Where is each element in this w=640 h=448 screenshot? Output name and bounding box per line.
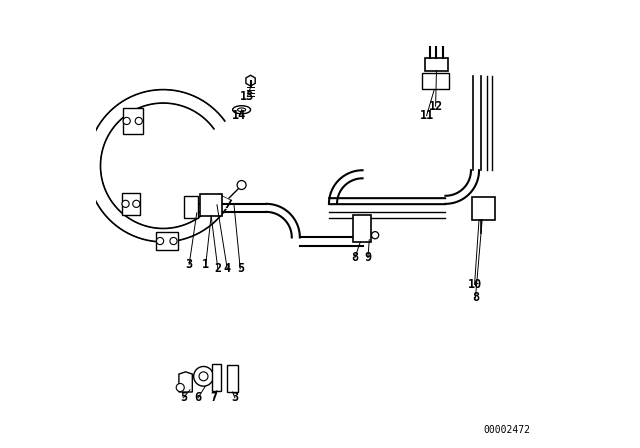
Polygon shape — [179, 372, 193, 392]
Text: 12: 12 — [428, 99, 443, 113]
Text: 14: 14 — [232, 109, 246, 122]
Text: 6: 6 — [195, 391, 202, 405]
Circle shape — [132, 200, 140, 207]
Polygon shape — [246, 75, 255, 86]
Bar — [122, 193, 140, 215]
Circle shape — [199, 372, 208, 381]
Text: 3: 3 — [231, 391, 239, 405]
Circle shape — [371, 232, 379, 239]
Circle shape — [135, 117, 142, 125]
Bar — [184, 196, 198, 218]
Circle shape — [157, 237, 164, 245]
PathPatch shape — [266, 204, 300, 237]
PathPatch shape — [329, 170, 362, 204]
Bar — [156, 232, 178, 250]
Bar — [472, 197, 495, 220]
Bar — [422, 73, 449, 89]
Text: 10: 10 — [467, 278, 482, 291]
Circle shape — [170, 237, 177, 245]
Bar — [353, 215, 371, 242]
Text: 3: 3 — [186, 258, 193, 271]
Bar — [200, 194, 222, 216]
Text: 8: 8 — [472, 291, 479, 305]
Circle shape — [237, 181, 246, 190]
Text: 2: 2 — [214, 262, 221, 276]
Text: 9: 9 — [364, 251, 371, 264]
Ellipse shape — [237, 108, 246, 112]
Circle shape — [123, 117, 131, 125]
Text: 1: 1 — [202, 258, 209, 271]
Text: 5: 5 — [180, 391, 187, 405]
Bar — [425, 58, 448, 71]
Text: 11: 11 — [419, 109, 434, 122]
Bar — [227, 365, 238, 392]
Circle shape — [122, 200, 129, 207]
PathPatch shape — [87, 90, 231, 242]
Text: 00002472: 00002472 — [484, 425, 531, 435]
Circle shape — [194, 366, 213, 386]
Circle shape — [176, 383, 184, 392]
Ellipse shape — [233, 106, 251, 114]
Text: 7: 7 — [211, 391, 218, 405]
Text: 13: 13 — [240, 90, 255, 103]
Text: 5: 5 — [237, 262, 244, 276]
Bar — [123, 108, 143, 134]
Text: 4: 4 — [224, 262, 231, 276]
Text: 8: 8 — [351, 251, 358, 264]
Bar — [212, 364, 221, 391]
